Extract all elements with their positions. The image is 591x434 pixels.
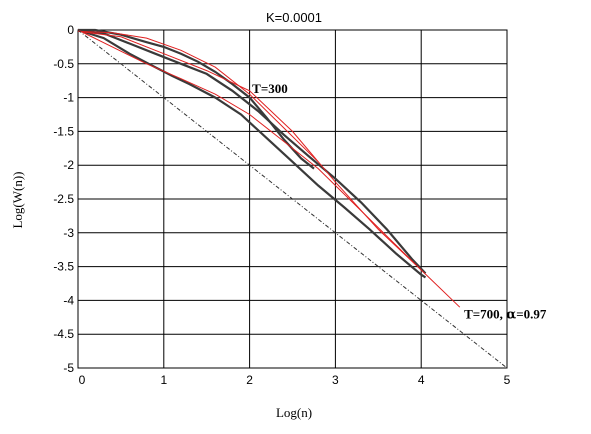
series-line-fit-red	[77, 30, 319, 163]
annotation-t700-main: T=700,	[464, 307, 506, 322]
y-tick-label: 0	[67, 23, 74, 37]
series-group	[77, 28, 508, 369]
y-tick-label: -5	[63, 361, 74, 375]
x-tick-label: 0	[79, 373, 86, 387]
series-line-data-dark	[78, 28, 315, 170]
annotations: T=300 T=700, α=0.97	[252, 81, 547, 323]
y-axis-label: Log(W(n))	[10, 171, 25, 228]
x-tick-label: 5	[504, 373, 511, 387]
y-tick-label: -2.5	[53, 192, 74, 206]
annotation-t300: T=300	[252, 81, 288, 96]
series-line-data-dark	[77, 28, 427, 279]
y-tick-labels: 0 -0.5 -1 -1.5 -2 -2.5 -3 -3.5 -4 -4.5 -5	[53, 23, 74, 375]
chart-title: K=0.0001	[266, 10, 322, 25]
series-line-reference-dotted	[77, 29, 508, 369]
y-tick-label: -1.5	[53, 124, 74, 138]
series-line-fit-red	[77, 29, 461, 308]
series-line-fit-red	[77, 30, 422, 271]
y-tick-label: -4	[63, 293, 74, 307]
annotation-t700: T=700, α=0.97	[464, 307, 547, 323]
x-axis-label: Log(n)	[276, 405, 312, 420]
y-tick-label: -3	[63, 226, 74, 240]
y-tick-label: -0.5	[53, 57, 74, 71]
x-tick-labels: 0 1 2 3 4 5	[79, 373, 511, 387]
annotation-t700-tail: =0.97	[516, 307, 547, 322]
y-tick-label: -4.5	[53, 327, 74, 341]
y-tick-label: -3.5	[53, 260, 74, 274]
y-tick-label: -2	[63, 158, 74, 172]
series-line-data-dark	[77, 28, 427, 275]
x-tick-label: 3	[332, 373, 339, 387]
x-tick-label: 4	[418, 373, 425, 387]
x-tick-label: 1	[160, 373, 167, 387]
x-tick-label: 2	[246, 373, 253, 387]
annotation-alpha-symbol: α	[506, 308, 516, 323]
y-tick-label: -1	[63, 91, 74, 105]
